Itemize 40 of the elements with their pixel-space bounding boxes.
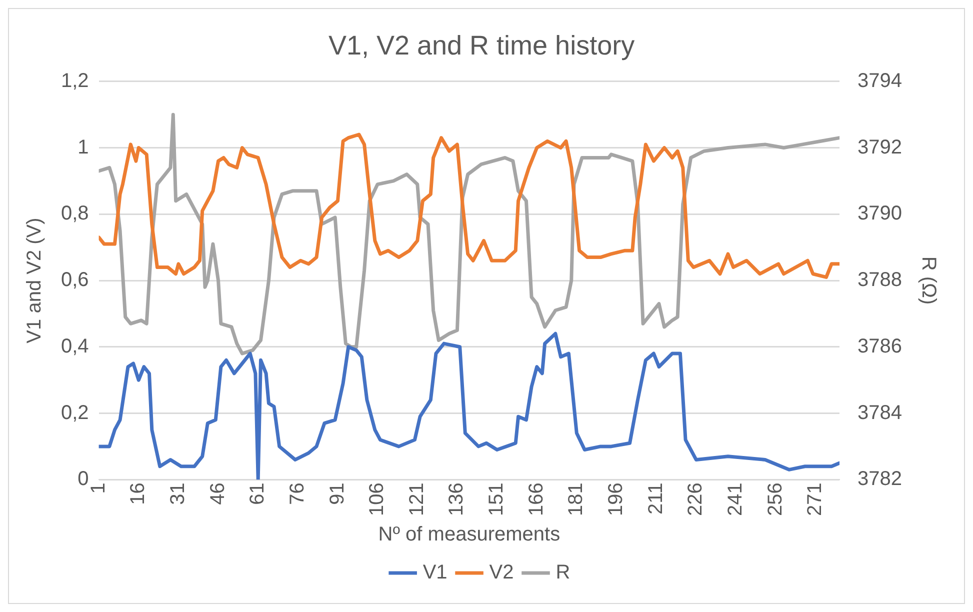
y2-tick-label: 3782 <box>858 468 902 490</box>
x-tick-label: 91 <box>326 482 348 505</box>
y-tick-label: 1 <box>78 136 89 158</box>
x-tick-label: 1 <box>87 482 110 494</box>
y-tick-label: 0,8 <box>60 202 89 225</box>
y-tick-label: 1,2 <box>60 70 89 92</box>
y2-axis-title: R (Ω) <box>917 256 940 305</box>
y2-tick-label: 3794 <box>858 70 902 92</box>
x-tick-label: 196 <box>605 482 628 516</box>
y2-tick-label: 3790 <box>858 202 902 225</box>
x-axis-title: Nº of measurements <box>378 524 560 546</box>
legend-label: V2 <box>489 562 514 584</box>
x-tick-label: 181 <box>565 482 588 516</box>
chart-title: V1, V2 and R time history <box>328 30 636 61</box>
y2-tick-label: 3788 <box>858 269 902 292</box>
x-tick-label: 256 <box>764 482 786 516</box>
y-tick-label: 0 <box>78 468 89 490</box>
x-tick-label: 31 <box>166 482 189 505</box>
y-tick-label: 0,6 <box>60 269 89 292</box>
y2-tick-label: 3784 <box>858 402 902 424</box>
x-tick-label: 121 <box>406 482 428 516</box>
y-tick-label: 0,4 <box>60 335 89 358</box>
x-tick-label: 166 <box>525 482 548 516</box>
x-tick-label: 136 <box>446 482 468 516</box>
y-tick-label: 0,2 <box>60 402 89 424</box>
legend-label: V1 <box>422 562 448 584</box>
x-tick-label: 16 <box>127 482 150 505</box>
x-tick-label: 46 <box>206 482 229 505</box>
x-tick-label: 226 <box>684 482 707 516</box>
x-tick-label: 106 <box>366 482 388 516</box>
x-tick-label: 151 <box>486 482 508 516</box>
y2-tick-label: 3792 <box>858 136 902 158</box>
y2-tick-label: 3786 <box>858 335 902 358</box>
x-tick-label: 241 <box>724 482 746 516</box>
x-tick-label: 61 <box>246 482 269 505</box>
y-axis-title: V1 and V2 (V) <box>24 218 46 344</box>
x-tick-label: 76 <box>286 482 308 505</box>
legend-label: R <box>556 562 570 584</box>
x-tick-label: 271 <box>804 482 826 516</box>
x-tick-label: 211 <box>644 482 667 515</box>
